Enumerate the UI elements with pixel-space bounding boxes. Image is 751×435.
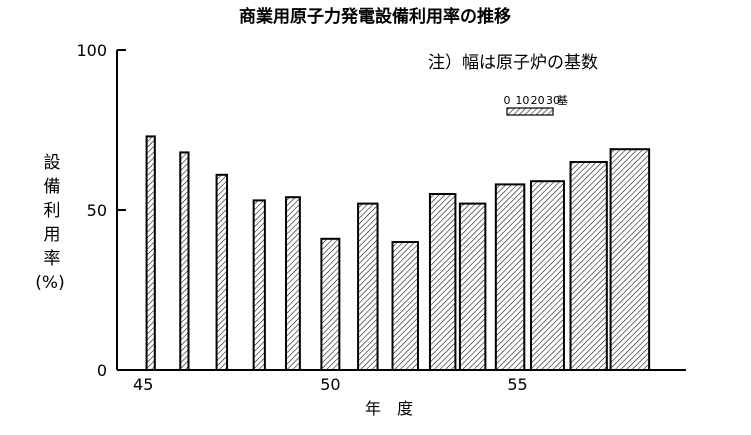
y-tick-label: 100 bbox=[76, 41, 107, 60]
bar bbox=[320, 237, 341, 371]
scale-label: 10 bbox=[515, 94, 529, 107]
width-note: 注）幅は原子炉の基数 bbox=[428, 53, 598, 73]
bar bbox=[569, 161, 608, 371]
bar bbox=[252, 199, 266, 371]
bar bbox=[391, 241, 419, 371]
scale-label: 30 bbox=[546, 94, 560, 107]
x-tick-label: 50 bbox=[320, 375, 340, 394]
bar bbox=[458, 202, 487, 371]
scale-bar bbox=[506, 107, 554, 116]
y-axis: 0 50 100 bbox=[76, 41, 126, 380]
x-tick-label: 55 bbox=[507, 375, 527, 394]
bar bbox=[494, 183, 526, 371]
y-label-char: 率 bbox=[44, 249, 61, 269]
y-tick-label: 0 bbox=[97, 361, 107, 380]
bar bbox=[179, 151, 190, 371]
y-label-char: 備 bbox=[44, 177, 61, 197]
bar bbox=[285, 196, 301, 371]
bar bbox=[357, 202, 379, 371]
y-label-char: (%) bbox=[35, 273, 64, 293]
y-label-char: 用 bbox=[44, 225, 61, 245]
chart-title: 商業用原子力発電設備利用率の推移 bbox=[239, 6, 511, 27]
y-axis-label: 設 備 利 用 率 (%) bbox=[35, 153, 64, 293]
bars-group bbox=[145, 135, 651, 371]
scale-label: 20 bbox=[531, 94, 545, 107]
scale-label: 0 bbox=[504, 94, 511, 107]
bar bbox=[609, 148, 651, 371]
x-axis: 45 50 55 bbox=[117, 369, 686, 394]
bar bbox=[530, 180, 565, 371]
x-tick-label: 45 bbox=[133, 375, 153, 394]
bar bbox=[145, 135, 156, 371]
bar bbox=[428, 193, 457, 371]
y-tick-label: 50 bbox=[87, 201, 107, 220]
y-label-char: 設 bbox=[44, 153, 61, 173]
x-axis-label: 年 度 bbox=[365, 399, 413, 418]
width-scale-legend: 0 10 20 30基 bbox=[504, 94, 568, 116]
scale-unit: 基 bbox=[557, 94, 568, 107]
bar bbox=[215, 173, 229, 371]
y-label-char: 利 bbox=[44, 201, 61, 221]
